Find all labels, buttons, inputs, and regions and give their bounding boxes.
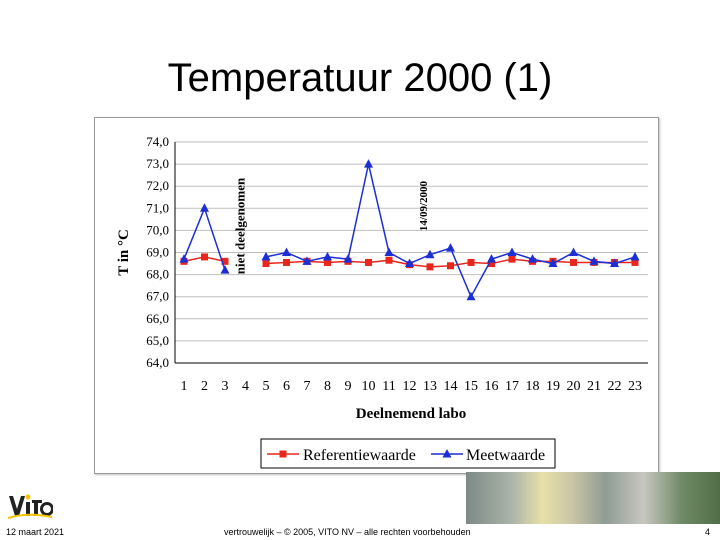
- decorative-photo-strip: [466, 472, 720, 524]
- x-tick-label: 18: [526, 379, 540, 394]
- y-tick-label: 70,0: [146, 222, 169, 237]
- data-point-meetwaarde: [384, 247, 394, 256]
- y-axis-title: T in °C: [116, 229, 132, 276]
- x-tick-label: 11: [382, 379, 395, 394]
- x-tick-label: 7: [304, 379, 311, 394]
- x-tick-label: 13: [423, 379, 437, 394]
- x-tick-label: 4: [242, 379, 249, 394]
- temperature-chart: 64,0 65,0 66,0 67,0 68,0 69,0 70,0 71,0 72,0 73,0…: [116, 134, 648, 469]
- data-point-meetwaarde: [179, 254, 189, 263]
- data-point-meetwaarde: [466, 291, 476, 301]
- x-tick-label: 20: [567, 379, 581, 394]
- data-point-referentiewaarde: [385, 256, 393, 264]
- data-point-meetwaarde: [487, 254, 496, 263]
- x-tick-label: 6: [283, 379, 290, 394]
- y-tick-label: 68,0: [146, 267, 169, 282]
- y-tick-label: 73,0: [146, 156, 169, 171]
- y-tick-label: 72,0: [146, 178, 169, 193]
- data-point-referentiewaarde: [365, 258, 372, 266]
- data-point-referentiewaarde: [570, 258, 577, 266]
- data-point-referentiewaarde: [631, 258, 639, 266]
- y-tick-label: 66,0: [146, 311, 169, 326]
- data-point-meetwaarde: [630, 251, 640, 261]
- annotation-date: 14/09/2000: [418, 180, 430, 231]
- x-tick-label: 23: [628, 379, 642, 394]
- x-axis-title: Deelnemend labo: [356, 406, 466, 422]
- x-tick-label: 14: [444, 379, 458, 394]
- data-point-referentiewaarde: [426, 263, 434, 271]
- data-point-meetwaarde: [200, 203, 209, 212]
- data-point-meetwaarde: [405, 258, 414, 268]
- x-tick-label: 10: [362, 379, 376, 394]
- x-tick-label: 1: [181, 379, 188, 394]
- data-point-referentiewaarde: [283, 258, 290, 266]
- data-point-meetwaarde: [364, 159, 373, 168]
- data-point-meetwaarde: [282, 247, 291, 256]
- footer-copyright: vertrouwelijk – © 2005, VITO NV – alle r…: [224, 527, 471, 537]
- y-tick-label: 71,0: [146, 200, 169, 215]
- legend-marker-referentiewaarde: [279, 450, 287, 458]
- y-tick-label: 64,0: [146, 355, 169, 370]
- legend-label-meetwaarde: Meetwaarde: [466, 447, 545, 464]
- data-point-meetwaarde: [261, 251, 271, 261]
- x-tick-label: 22: [608, 379, 622, 394]
- x-tick-label: 2: [201, 379, 208, 394]
- x-tick-label: 5: [263, 379, 270, 394]
- data-point-referentiewaarde: [221, 257, 229, 265]
- y-tick-label: 69,0: [146, 245, 169, 260]
- data-point-referentiewaarde: [262, 260, 270, 268]
- data-point-meetwaarde: [548, 258, 558, 268]
- data-point-referentiewaarde: [447, 262, 454, 270]
- data-point-referentiewaarde: [488, 260, 495, 268]
- x-tick-label: 15: [464, 379, 478, 394]
- data-point-meetwaarde: [610, 258, 619, 268]
- y-tick-label: 67,0: [146, 289, 169, 304]
- x-tick-label: 17: [505, 379, 519, 394]
- data-point-meetwaarde: [323, 251, 332, 261]
- x-tick-label: 12: [403, 379, 417, 394]
- x-tick-label: 19: [546, 379, 560, 394]
- data-point-referentiewaarde: [324, 258, 331, 266]
- data-point-referentiewaarde: [201, 253, 208, 261]
- data-point-meetwaarde: [528, 254, 537, 263]
- data-point-meetwaarde: [507, 247, 517, 256]
- legend-marker-meetwaarde: [442, 449, 452, 458]
- legend-box: [260, 438, 556, 469]
- y-tick-label: 74,0: [146, 134, 169, 149]
- data-point-meetwaarde: [446, 243, 455, 252]
- x-tick-label: 16: [485, 379, 499, 394]
- data-point-meetwaarde: [302, 256, 312, 265]
- data-point-meetwaarde: [343, 254, 353, 263]
- slide-title: Temperatuur 2000 (1): [167, 56, 553, 100]
- annotation-niet-deelgenomen: niet deelgenomen: [233, 177, 248, 274]
- vito-logo: [7, 494, 53, 519]
- slide-date: 12 maart 2021: [6, 527, 65, 537]
- chart-frame: 64,0 65,0 66,0 67,0 68,0 69,0 70,0 71,0 72,0 73,0…: [94, 117, 659, 474]
- legend-label-referentiewaarde: Referentiewaarde: [303, 447, 416, 464]
- data-point-referentiewaarde: [467, 258, 475, 266]
- x-tick-label: 21: [587, 379, 601, 394]
- data-point-meetwaarde: [589, 256, 599, 265]
- x-tick-label: 8: [324, 379, 331, 394]
- data-point-meetwaarde: [569, 247, 578, 256]
- y-tick-label: 65,0: [146, 333, 169, 348]
- x-tick-label: 3: [222, 379, 229, 394]
- data-point-meetwaarde: [220, 265, 230, 274]
- data-point-meetwaarde: [425, 249, 435, 259]
- page-number: 4: [705, 527, 711, 537]
- data-point-referentiewaarde: [508, 255, 516, 263]
- x-tick-label: 9: [345, 379, 352, 394]
